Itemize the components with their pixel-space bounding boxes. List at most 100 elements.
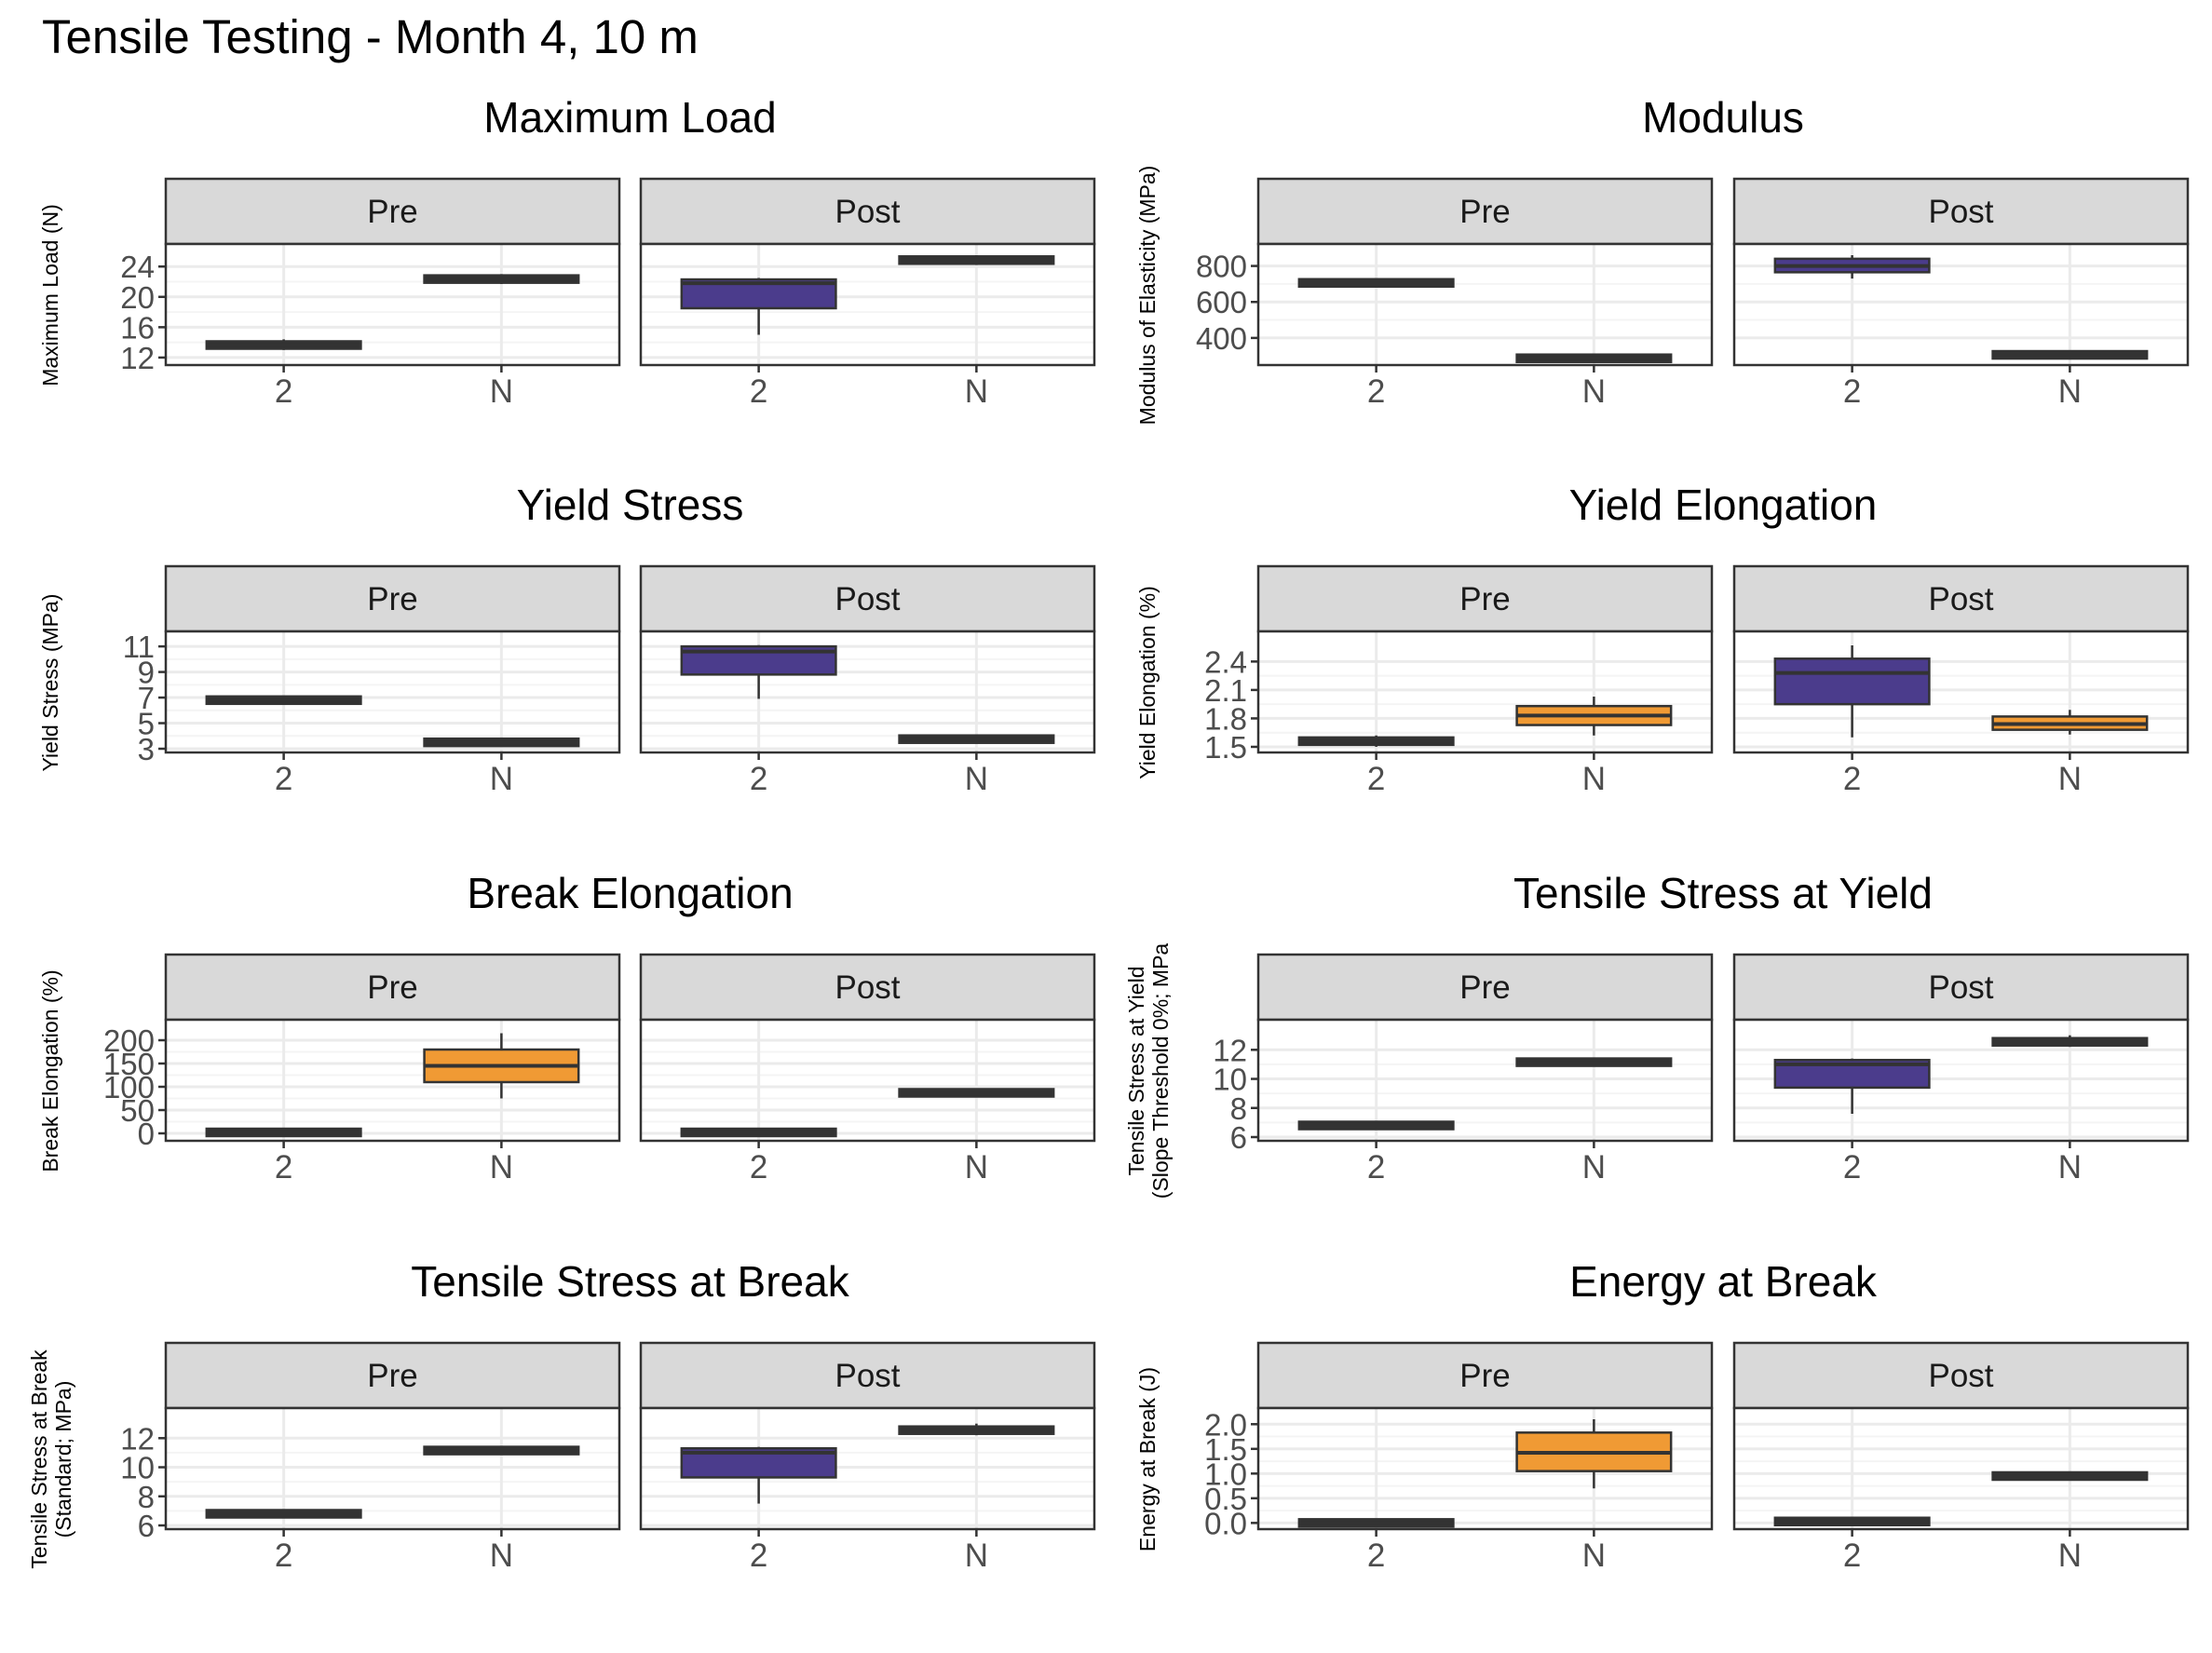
facet-label: Pre bbox=[367, 581, 417, 617]
x-tick-label: 2 bbox=[275, 761, 292, 797]
facet-label: Pre bbox=[1459, 581, 1510, 617]
facet-strip bbox=[1732, 564, 2190, 633]
panel-border bbox=[1256, 1018, 1714, 1143]
panel-border bbox=[164, 630, 621, 754]
box-tensile-stress-at-break-post-n bbox=[898, 1423, 1055, 1436]
x-tick-label: 2 bbox=[275, 1149, 292, 1186]
facet-strip bbox=[639, 177, 1096, 246]
x-tick-label: 2 bbox=[1843, 761, 1861, 797]
x-tick-label: 2 bbox=[1367, 373, 1385, 410]
box-tensile-stress-at-break-pre-n bbox=[423, 1445, 580, 1456]
x-tick-label: 2 bbox=[1367, 1149, 1385, 1186]
y-tick-label: 0 bbox=[138, 1117, 155, 1151]
facet-strip bbox=[1256, 953, 1714, 1022]
chart-energy-at-break: Energy at Break Energy at Break (J) Pre 2 N 0… bbox=[1135, 1257, 2190, 1574]
facet-pre: Pre 2 N 1.51.82.12.4 bbox=[1204, 564, 1714, 797]
chart-title: Yield Stress bbox=[517, 481, 744, 529]
box-modulus-post-2 bbox=[1773, 255, 1931, 279]
facet-strip bbox=[164, 177, 621, 246]
facet-strip bbox=[639, 953, 1096, 1022]
y-tick-label: 5 bbox=[138, 707, 155, 741]
box bbox=[1773, 657, 1931, 706]
facet-label: Post bbox=[1928, 1358, 1993, 1394]
panel-background bbox=[166, 631, 619, 752]
facet-strip bbox=[1256, 564, 1714, 633]
y-axis-label: Modulus of Elasticity (MPa) bbox=[1135, 166, 1160, 426]
box-break-elongation-pre-n bbox=[423, 1033, 580, 1099]
chart-title: Tensile Stress at Yield bbox=[1513, 869, 1933, 917]
panel-border bbox=[164, 1406, 621, 1531]
x-tick-label: 2 bbox=[1843, 373, 1861, 410]
x-tick-label: N bbox=[1582, 761, 1606, 797]
box-modulus-post-n bbox=[1991, 349, 2149, 360]
box-maximum-load-pre-2 bbox=[205, 339, 362, 350]
x-tick-label: 2 bbox=[1843, 1149, 1861, 1186]
x-tick-label: 2 bbox=[1367, 1538, 1385, 1574]
facet-label: Pre bbox=[367, 1358, 417, 1394]
y-tick-label: 3 bbox=[138, 732, 155, 766]
y-tick-label: 800 bbox=[1196, 250, 1247, 284]
y-tick-label: 0.5 bbox=[1204, 1482, 1247, 1516]
panel-border bbox=[164, 1018, 621, 1143]
facet-label: Post bbox=[835, 194, 900, 230]
panel-background bbox=[1258, 244, 1712, 365]
x-tick-label: N bbox=[1582, 1149, 1606, 1186]
facet-strip bbox=[639, 564, 1096, 633]
chart-modulus: Modulus Modulus of Elasticity (MPa) Pre 2 N 4… bbox=[1135, 93, 2190, 426]
facet-post: Post 2 N bbox=[1732, 953, 2190, 1186]
x-tick-label: 2 bbox=[275, 1538, 292, 1574]
y-tick-label: 1.8 bbox=[1204, 701, 1247, 736]
panel-background bbox=[1734, 1408, 2188, 1529]
y-tick-label: 8 bbox=[138, 1480, 155, 1514]
box-yield-elongation-post-n bbox=[1991, 710, 2149, 735]
facet-strip bbox=[164, 564, 621, 633]
box-tensile-stress-at-yield-pre-2 bbox=[1297, 1120, 1455, 1131]
chart-tensile-stress-at-break: Tensile Stress at Break Tensile Stress at… bbox=[27, 1257, 1096, 1574]
panel-border bbox=[1732, 630, 2190, 754]
facet-post: Post 2 N bbox=[1732, 564, 2190, 797]
facet-post: Post 2 N bbox=[639, 953, 1096, 1186]
facet-label: Pre bbox=[367, 969, 417, 1006]
y-tick-label: 2.4 bbox=[1204, 644, 1247, 679]
x-tick-label: N bbox=[2058, 1538, 2082, 1574]
y-tick-label: 20 bbox=[120, 280, 155, 315]
x-tick-label: 2 bbox=[750, 373, 767, 410]
x-tick-label: 2 bbox=[750, 1538, 767, 1574]
box-yield-elongation-pre-2 bbox=[1297, 735, 1455, 747]
y-tick-label: 9 bbox=[138, 656, 155, 690]
box-energy-at-break-pre-2 bbox=[1297, 1518, 1455, 1528]
facet-label: Pre bbox=[1459, 969, 1510, 1006]
box-maximum-load-pre-n bbox=[423, 274, 580, 284]
y-tick-label: 200 bbox=[103, 1023, 155, 1058]
facet-strip bbox=[164, 953, 621, 1022]
facet-strip bbox=[1732, 177, 2190, 246]
box-tensile-stress-at-break-pre-2 bbox=[205, 1509, 362, 1519]
box-energy-at-break-post-n bbox=[1991, 1470, 2149, 1482]
y-axis-label: Tensile Stress at Break(Standard; MPa) bbox=[27, 1349, 75, 1569]
x-tick-label: N bbox=[965, 1149, 988, 1186]
x-tick-label: N bbox=[2058, 761, 2082, 797]
facet-label: Post bbox=[835, 581, 900, 617]
facet-post: Post 2 N bbox=[639, 177, 1096, 410]
y-tick-label: 50 bbox=[120, 1093, 155, 1128]
y-tick-label: 12 bbox=[1213, 1033, 1247, 1067]
y-tick-label: 0.0 bbox=[1204, 1506, 1247, 1540]
y-tick-label: 7 bbox=[138, 681, 155, 715]
y-tick-label: 1.5 bbox=[1204, 730, 1247, 765]
y-tick-label: 12 bbox=[120, 341, 155, 375]
box-maximum-load-post-2 bbox=[680, 278, 837, 335]
chart-title: Tensile Stress at Break bbox=[411, 1257, 849, 1306]
chart-tensile-stress-at-yield: Tensile Stress at Yield Tensile Stress at… bbox=[1124, 869, 2190, 1199]
panel-border bbox=[639, 630, 1096, 754]
x-tick-label: 2 bbox=[1367, 761, 1385, 797]
y-axis-label: Yield Stress (MPa) bbox=[38, 594, 62, 772]
facet-post: Post 2 N bbox=[639, 564, 1096, 797]
box-break-elongation-post-2 bbox=[680, 1127, 837, 1138]
y-tick-label: 100 bbox=[103, 1070, 155, 1104]
y-tick-label: 6 bbox=[138, 1509, 155, 1543]
box-yield-stress-post-n bbox=[898, 734, 1055, 744]
